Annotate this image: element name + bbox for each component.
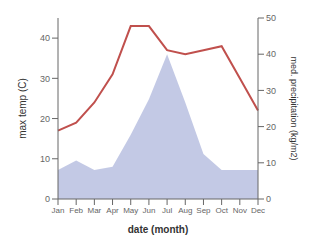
svg-text:Dec: Dec: [251, 206, 265, 215]
svg-text:Jul: Jul: [162, 206, 172, 215]
svg-text:50: 50: [266, 13, 276, 23]
svg-text:0: 0: [266, 194, 271, 204]
svg-text:max temp (C): max temp (C): [17, 78, 28, 139]
svg-text:20: 20: [266, 122, 276, 132]
svg-text:Oct: Oct: [215, 206, 228, 215]
svg-text:10: 10: [40, 154, 50, 164]
svg-text:Mar: Mar: [87, 206, 101, 215]
svg-text:Jun: Jun: [142, 206, 155, 215]
svg-text:Jan: Jan: [52, 206, 65, 215]
svg-text:10: 10: [266, 158, 276, 168]
svg-text:40: 40: [266, 49, 276, 59]
svg-text:20: 20: [40, 114, 50, 124]
svg-text:date (month): date (month): [128, 224, 189, 235]
svg-text:Nov: Nov: [233, 206, 247, 215]
svg-text:med. precipitation (kg/m2): med. precipitation (kg/m2): [289, 56, 299, 160]
svg-text:40: 40: [40, 33, 50, 43]
svg-text:30: 30: [266, 86, 276, 96]
svg-text:0: 0: [45, 194, 50, 204]
svg-text:Aug: Aug: [178, 206, 192, 215]
svg-text:Apr: Apr: [106, 206, 119, 215]
svg-text:Feb: Feb: [69, 206, 83, 215]
svg-text:Sep: Sep: [196, 206, 211, 215]
svg-text:May: May: [123, 206, 138, 215]
svg-text:30: 30: [40, 74, 50, 84]
